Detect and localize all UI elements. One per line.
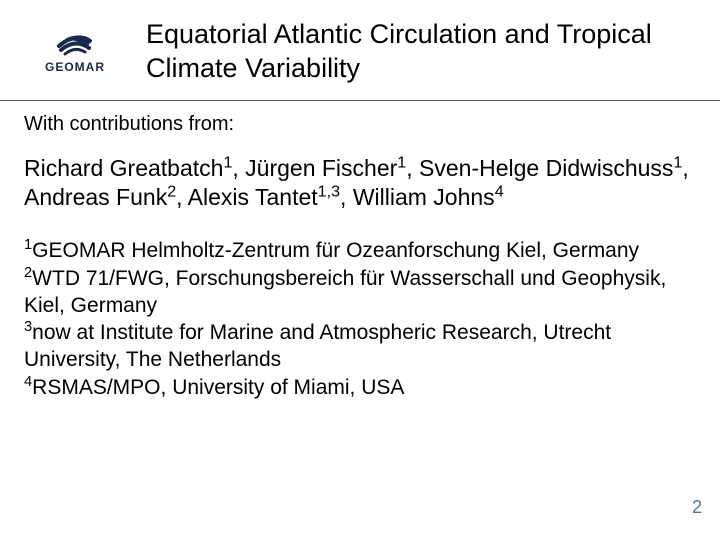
- author: Jürgen Fischer1: [245, 155, 406, 181]
- geomar-logo: GEOMAR: [20, 18, 130, 74]
- author: Sven-Helge Didwischuss1: [419, 155, 682, 181]
- affiliation-sup: 1: [24, 237, 32, 253]
- author: Andreas Funk2: [24, 184, 176, 210]
- contributions-label: With contributions from:: [24, 113, 696, 136]
- author: Richard Greatbatch1: [24, 155, 232, 181]
- author-sup: 1: [673, 153, 682, 171]
- author-sup: 1: [397, 153, 406, 171]
- affiliation-sup: 3: [24, 319, 32, 335]
- slide-title: Equatorial Atlantic Circulation and Trop…: [146, 18, 700, 86]
- affiliation-sup: 2: [24, 265, 32, 281]
- page-number: 2: [692, 497, 702, 518]
- author-sup: 2: [167, 183, 176, 201]
- geomar-swirl-icon: [53, 22, 97, 58]
- affiliation: 3now at Institute for Marine and Atmosph…: [24, 319, 696, 374]
- affiliation-sup: 4: [24, 374, 32, 390]
- geomar-logo-text: GEOMAR: [45, 60, 105, 74]
- author: Alexis Tantet1,3: [188, 184, 340, 210]
- author-sup: 4: [495, 183, 504, 201]
- affiliation: 2WTD 71/FWG, Forschungsbereich für Wasse…: [24, 265, 696, 320]
- author-sup: 1,3: [318, 183, 340, 201]
- author: William Johns4: [353, 184, 504, 210]
- slide-header: GEOMAR Equatorial Atlantic Circulation a…: [0, 0, 720, 96]
- affiliation: 1GEOMAR Helmholtz-Zentrum für Ozeanforsc…: [24, 237, 696, 264]
- affiliation: 4RSMAS/MPO, University of Miami, USA: [24, 374, 696, 401]
- author-sup: 1: [223, 153, 232, 171]
- slide-content: With contributions from: Richard Greatba…: [0, 101, 720, 402]
- affiliations-block: 1GEOMAR Helmholtz-Zentrum für Ozeanforsc…: [24, 237, 696, 401]
- authors-block: Richard Greatbatch1, Jürgen Fischer1, Sv…: [24, 154, 696, 214]
